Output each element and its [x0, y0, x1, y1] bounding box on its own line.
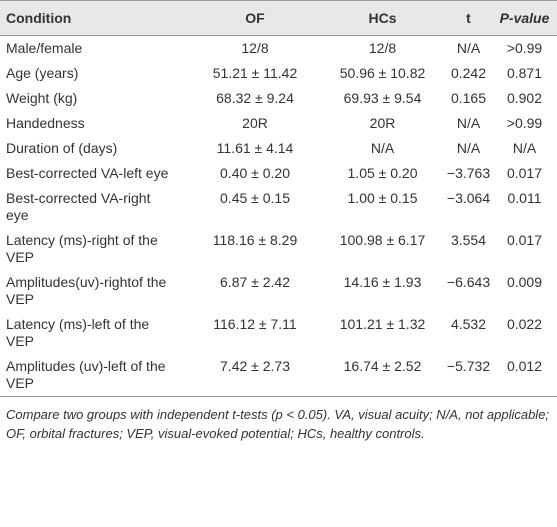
table-cell: 0.022 — [506, 316, 543, 332]
table-cell: 0.012 — [506, 358, 543, 374]
row-label: Latency (ms)-left of the VEP — [6, 316, 150, 349]
table-cell: 0.017 — [506, 232, 543, 248]
table-cell: 1.05 ± 0.20 — [347, 165, 418, 181]
table-cell: 69.93 ± 9.54 — [343, 90, 422, 106]
table-cell: 68.32 ± 9.24 — [216, 90, 294, 106]
table-row: Amplitudes (uv)-left of the VEP 7.42 ± 2.… — [0, 354, 557, 397]
table-cell: >0.99 — [506, 40, 543, 56]
table-cell: 12/8 — [241, 40, 269, 56]
row-label: Handedness — [6, 115, 85, 131]
table-cell: 0.40 ± 0.20 — [220, 165, 290, 181]
table-row: Latency (ms)-left of the VEP 116.12 ± 7.1… — [0, 312, 557, 354]
table-cell: 100.98 ± 6.17 — [339, 232, 426, 248]
table-cell: 14.16 ± 1.93 — [343, 274, 422, 290]
table-cell: 16.74 ± 2.52 — [343, 358, 422, 374]
header-row: Condition OF HCs t P-value — [0, 0, 557, 36]
row-label: Amplitudes(uv)-rightof the VEP — [6, 274, 167, 307]
table-cell: 101.21 ± 1.32 — [339, 316, 426, 332]
table-cell: 0.017 — [506, 165, 543, 181]
header-cell: Condition — [6, 10, 72, 26]
header-cell: t — [466, 10, 471, 26]
row-label: Age (years) — [6, 65, 79, 81]
table-cell: 51.21 ± 11.42 — [212, 65, 298, 81]
table-cell: −3.064 — [446, 190, 491, 206]
table-cell: N/A — [456, 115, 481, 131]
table-cell: 50.96 ± 10.82 — [339, 65, 426, 81]
table-cell: N/A — [512, 140, 537, 156]
table-row: Best-corrected VA-left eye 0.40 ± 0.20 1.0… — [0, 161, 557, 186]
table-cell: 1.00 ± 0.15 — [347, 190, 418, 206]
table-row: Amplitudes(uv)-rightof the VEP 6.87 ± 2.4… — [0, 270, 557, 312]
table-cell: 12/8 — [368, 40, 397, 56]
row-label: Duration of (days) — [6, 140, 118, 156]
table-cell: −3.763 — [446, 165, 491, 181]
table-cell: N/A — [370, 140, 395, 156]
row-label: Weight (kg) — [6, 90, 78, 106]
table-cell: 20R — [369, 115, 396, 131]
footnote: Compare two groups with independent t-te… — [6, 407, 550, 441]
row-label: Best-corrected VA-left eye — [6, 165, 169, 181]
table-cell: 11.61 ± 4.14 — [216, 140, 294, 156]
table-cell: 6.87 ± 2.42 — [220, 274, 290, 290]
table-row: Age (years) 51.21 ± 11.42 50.96 ± 10.82 0.2… — [0, 61, 557, 86]
header-cell: OF — [245, 10, 265, 26]
table-cell: 3.554 — [450, 232, 487, 248]
table-cell: 0.45 ± 0.15 — [220, 190, 290, 206]
table-cell: 0.242 — [450, 65, 487, 81]
table-cell: −6.643 — [446, 274, 491, 290]
header-cell: HCs — [368, 10, 397, 26]
table-row: Best-corrected VA-right eye 0.45 ± 0.15 1.… — [0, 186, 557, 228]
table-cell: 4.532 — [450, 316, 487, 332]
table-cell: 20R — [242, 115, 268, 131]
table-cell: 0.011 — [507, 190, 542, 206]
table-cell: N/A — [456, 40, 481, 56]
table-row: Male/female 12/8 12/8 N/A >0.99 — [0, 36, 557, 62]
table-row: Handedness 20R 20R N/A >0.99 — [0, 111, 557, 136]
table-cell: 0.009 — [506, 274, 543, 290]
row-label: Latency (ms)-right of the VEP — [6, 232, 158, 265]
table-cell: 0.871 — [506, 65, 543, 81]
table-cell: 7.42 ± 2.73 — [220, 358, 290, 374]
row-label: Best-corrected VA-right eye — [6, 190, 151, 223]
table-cell: 118.16 ± 8.29 — [212, 232, 298, 248]
table-header: Condition OF HCs t P-value — [0, 0, 557, 36]
table-cell: 116.12 ± 7.11 — [213, 316, 297, 332]
data-table: Condition OF HCs t P-value Male/female 12/8 12… — [0, 0, 557, 397]
table-row: Duration of (days) 11.61 ± 4.14 N/A N/A N/A — [0, 136, 557, 161]
table-cell: 0.165 — [450, 90, 487, 106]
header-cell: P-value — [499, 10, 550, 26]
table-row: Weight (kg) 68.32 ± 9.24 69.93 ± 9.54 0.165… — [0, 86, 557, 111]
table-cell: >0.99 — [506, 115, 543, 131]
row-label: Male/female — [6, 40, 83, 56]
table-cell: 0.902 — [506, 90, 543, 106]
table-body: Male/female 12/8 12/8 N/A >0.99 Age (years) 51… — [0, 36, 557, 397]
table-cell: −5.732 — [446, 358, 491, 374]
row-label: Amplitudes (uv)-left of the VEP — [6, 358, 166, 391]
table-cell: N/A — [456, 140, 481, 156]
table-row: Latency (ms)-right of the VEP 118.16 ± 8.… — [0, 228, 557, 270]
